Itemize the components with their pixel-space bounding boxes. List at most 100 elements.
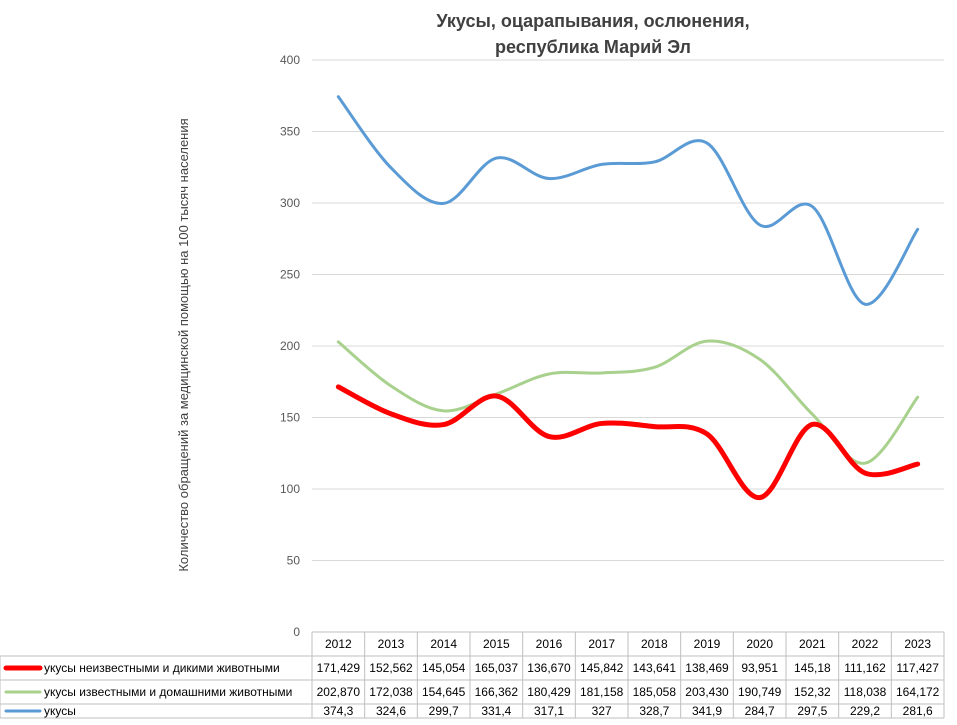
x-tick-label: 2014 (430, 637, 457, 651)
data-label: 327 (592, 704, 612, 718)
y-tick-label: 400 (280, 53, 300, 67)
data-label: 297,5 (797, 704, 827, 718)
data-label: 281,6 (903, 704, 933, 718)
x-tick-label: 2019 (694, 637, 721, 651)
data-label: 328,7 (639, 704, 669, 718)
data-label: 117,427 (896, 661, 939, 675)
data-label: 152,562 (369, 661, 413, 675)
data-point (917, 397, 918, 398)
y-tick-label: 200 (280, 339, 300, 353)
legend-label: укусы неизвестными и дикими животными (44, 661, 280, 675)
data-point (496, 158, 497, 159)
data-point (812, 414, 813, 415)
x-tick-label: 2012 (325, 637, 352, 651)
data-point (391, 413, 392, 414)
x-tick-label: 2016 (536, 637, 563, 651)
data-label: 118,038 (844, 685, 887, 699)
data-point (443, 203, 444, 204)
y-tick-label: 150 (280, 411, 300, 425)
data-label: 374,3 (323, 704, 353, 718)
data-point (601, 372, 602, 373)
y-tick-label: 0 (293, 625, 300, 639)
data-label: 331,4 (481, 704, 511, 718)
x-tick-label: 2023 (904, 637, 931, 651)
series-known-domestic-line (336, 339, 920, 465)
gridlines (312, 59, 944, 633)
data-point (917, 464, 918, 465)
data-label: 111,162 (844, 661, 886, 675)
legend-label: укусы (44, 704, 76, 718)
data-point (549, 178, 550, 179)
data-label: 172,038 (369, 685, 413, 699)
data-point (707, 341, 708, 342)
data-point (812, 206, 813, 207)
data-point (865, 473, 866, 474)
data-label: 136,670 (527, 661, 571, 675)
y-axis-label: Количество обращений за медицинской помо… (176, 118, 191, 571)
data-point (601, 423, 602, 424)
data-label: 190,749 (738, 685, 782, 699)
data-point (759, 497, 760, 498)
y-tick-label: 350 (280, 125, 300, 139)
data-label: 143,641 (633, 661, 677, 675)
data-point (443, 424, 444, 425)
data-point (391, 167, 392, 168)
series-lines (335, 95, 921, 501)
chart-title-line-1: Укусы, оцарапывания, ослюнения, (436, 11, 749, 31)
data-point (707, 143, 708, 144)
data-label: 317,1 (534, 704, 564, 718)
data-label: 145,054 (422, 661, 466, 675)
data-point (865, 463, 866, 464)
y-tick-label: 250 (280, 268, 300, 282)
data-label: 165,037 (475, 661, 519, 675)
data-label: 152,32 (794, 685, 831, 699)
data-point (338, 96, 339, 97)
data-point (601, 164, 602, 165)
chart-title-line-2: республика Марий Эл (495, 37, 691, 57)
data-label: 138,469 (685, 661, 729, 675)
data-label: 229,2 (850, 704, 880, 718)
data-point (338, 386, 339, 387)
y-tick-label: 50 (287, 554, 301, 568)
data-label: 180,429 (527, 685, 571, 699)
data-label: 202,870 (317, 685, 361, 699)
x-tick-label: 2022 (852, 637, 879, 651)
data-point (759, 224, 760, 225)
data-point (391, 385, 392, 386)
x-tick-label: 2018 (641, 637, 668, 651)
y-tick-label: 300 (280, 196, 300, 210)
x-tick-label: 2017 (588, 637, 615, 651)
data-point (654, 426, 655, 427)
data-label: 203,430 (685, 685, 729, 699)
x-tick-label: 2021 (799, 637, 826, 651)
x-tick-label: 2013 (378, 637, 405, 651)
data-label: 145,18 (794, 661, 831, 675)
data-label: 171,429 (317, 661, 361, 675)
data-label: 284,7 (745, 704, 775, 718)
data-point (549, 436, 550, 437)
data-point (812, 424, 813, 425)
data-point (338, 341, 339, 342)
data-point (759, 359, 760, 360)
data-point (443, 410, 444, 411)
data-label: 185,058 (633, 685, 677, 699)
series-unknown-wild-line (335, 384, 921, 501)
data-label: 154,645 (422, 685, 466, 699)
series-bites-line (336, 95, 920, 306)
data-point (654, 161, 655, 162)
legend-label: укусы известными и домашними животными (44, 685, 292, 699)
data-point (549, 373, 550, 374)
x-tick-label: 2020 (746, 637, 773, 651)
data-label: 164,172 (896, 685, 940, 699)
data-point (865, 304, 866, 305)
data-label: 324,6 (376, 704, 406, 718)
data-point (917, 229, 918, 230)
data-point (496, 395, 497, 396)
y-tick-label: 100 (280, 482, 300, 496)
x-tick-label: 2015 (483, 637, 510, 651)
y-tick-labels: 0 50 100 150 200 250 300 350 400 (280, 53, 300, 639)
data-point (707, 433, 708, 434)
data-label: 181,158 (580, 685, 624, 699)
data-point (654, 367, 655, 368)
